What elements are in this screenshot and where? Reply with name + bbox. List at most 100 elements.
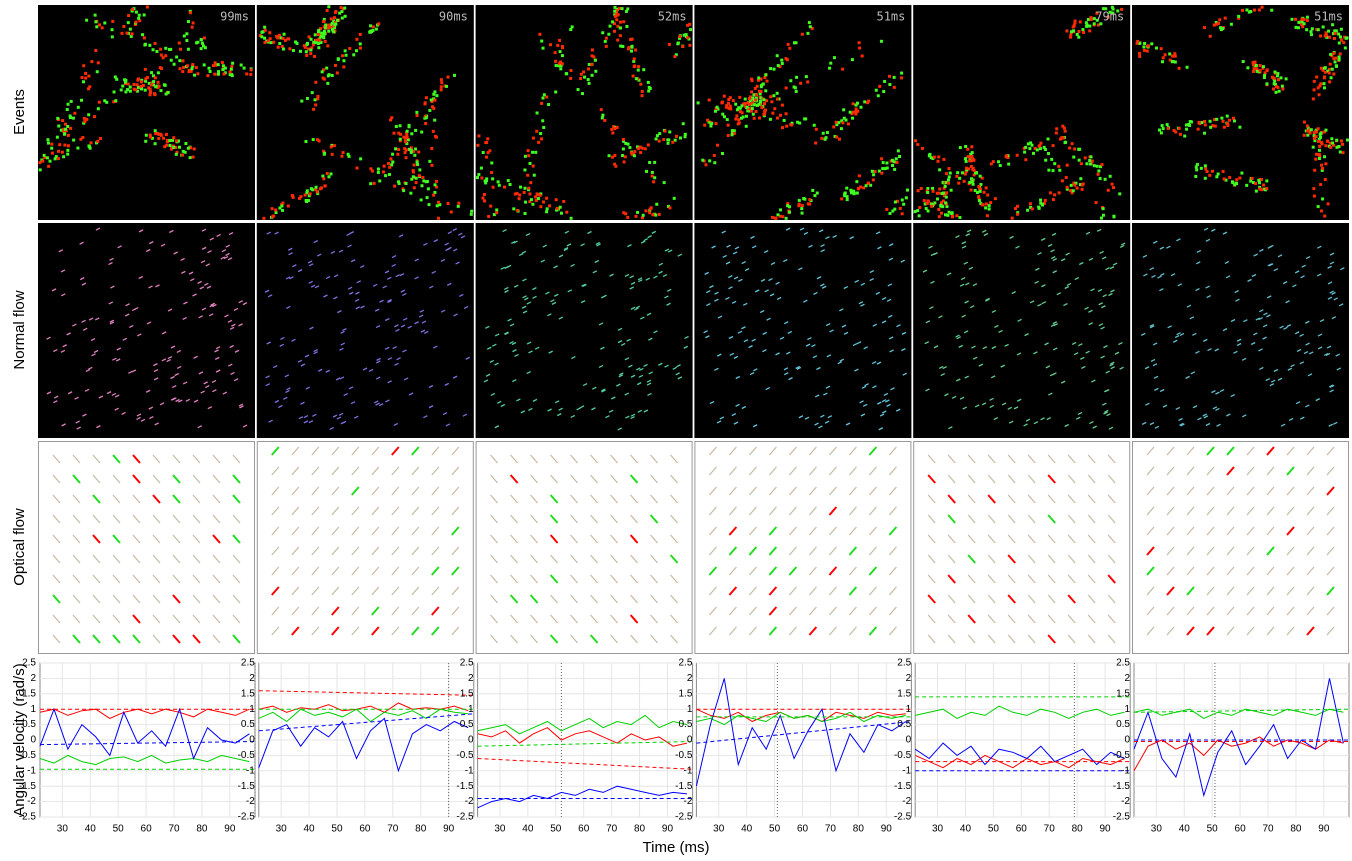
event-pixel bbox=[804, 117, 807, 120]
event-pixel bbox=[808, 198, 811, 201]
event-pixel bbox=[1297, 21, 1300, 24]
event-pixel bbox=[141, 33, 144, 36]
event-pixel bbox=[814, 142, 817, 145]
event-pixel bbox=[771, 112, 774, 115]
event-pixel bbox=[958, 216, 961, 219]
event-pixel bbox=[979, 175, 982, 178]
event-pixel bbox=[937, 160, 940, 163]
event-pixel bbox=[858, 41, 861, 44]
event-pixel bbox=[114, 99, 117, 102]
event-pixel bbox=[600, 108, 603, 111]
event-pixel bbox=[714, 110, 717, 113]
event-pixel bbox=[359, 33, 362, 36]
event-pixel bbox=[1089, 163, 1092, 166]
event-pixel bbox=[457, 202, 460, 205]
event-pixel bbox=[278, 34, 281, 37]
event-pixel bbox=[409, 192, 412, 195]
event-pixel bbox=[785, 125, 788, 128]
event-pixel bbox=[764, 89, 767, 92]
event-pixel bbox=[457, 205, 460, 208]
event-pixel bbox=[1317, 140, 1320, 143]
event-pixel bbox=[968, 181, 971, 184]
event-pixel bbox=[617, 13, 620, 16]
event-pixel bbox=[399, 138, 402, 141]
event-pixel bbox=[126, 88, 129, 91]
event-pixel bbox=[94, 49, 97, 52]
event-pixel bbox=[163, 83, 166, 86]
x-tick-label: 40 bbox=[960, 824, 972, 835]
event-pixel bbox=[1088, 25, 1091, 28]
event-pixel bbox=[1303, 134, 1306, 137]
event-pixel bbox=[760, 90, 763, 93]
event-pixel bbox=[587, 78, 590, 81]
event-pixel bbox=[404, 139, 407, 142]
event-pixel bbox=[304, 194, 307, 197]
event-pixel bbox=[305, 199, 308, 202]
event-pixel bbox=[948, 175, 951, 178]
event-pixel bbox=[1306, 19, 1309, 22]
event-pixel bbox=[594, 70, 597, 73]
x-tick-label: 90 bbox=[224, 824, 236, 835]
event-pixel bbox=[348, 47, 351, 50]
event-pixel bbox=[327, 30, 330, 33]
event-pixel bbox=[1195, 165, 1198, 168]
event-pixel bbox=[1032, 152, 1035, 155]
event-pixel bbox=[1150, 42, 1153, 45]
event-pixel bbox=[1346, 139, 1349, 142]
event-pixel bbox=[613, 154, 616, 157]
event-pixel bbox=[801, 204, 804, 207]
optical-flow-panel bbox=[476, 442, 692, 654]
y-tick-label: 0 bbox=[687, 735, 693, 746]
event-pixel bbox=[433, 191, 436, 194]
event-pixel bbox=[477, 134, 480, 137]
event-pixel bbox=[1055, 131, 1058, 134]
x-tick-label: 60 bbox=[359, 824, 371, 835]
event-pixel bbox=[937, 155, 940, 158]
event-pixel bbox=[392, 132, 395, 135]
event-pixel bbox=[305, 50, 308, 53]
event-pixel bbox=[103, 99, 106, 102]
event-pixel bbox=[601, 31, 604, 34]
event-pixel bbox=[757, 76, 760, 79]
event-pixel bbox=[524, 201, 527, 204]
event-pixel bbox=[1066, 164, 1069, 167]
event-pixel bbox=[515, 192, 518, 195]
event-pixel bbox=[1311, 27, 1314, 30]
event-pixel bbox=[295, 42, 298, 45]
event-pixel bbox=[1318, 154, 1321, 157]
event-pixel bbox=[1214, 125, 1217, 128]
event-pixel bbox=[591, 48, 594, 51]
event-pixel bbox=[396, 153, 399, 156]
event-pixel bbox=[483, 193, 486, 196]
event-pixel bbox=[636, 211, 639, 214]
event-pixel bbox=[769, 118, 772, 121]
event-pixel bbox=[963, 180, 966, 183]
event-pixel bbox=[1073, 184, 1076, 187]
event-pixel bbox=[651, 171, 654, 174]
event-pixel bbox=[390, 116, 393, 119]
event-pixel bbox=[1079, 177, 1082, 180]
event-pixel bbox=[530, 198, 533, 201]
event-pixel bbox=[263, 37, 266, 40]
event-pixel bbox=[721, 152, 724, 155]
event-pixel bbox=[663, 181, 666, 184]
event-pixel bbox=[815, 128, 818, 131]
event-pixel bbox=[1278, 90, 1281, 93]
event-pixel bbox=[193, 147, 196, 150]
event-pixel bbox=[851, 58, 854, 61]
event-pixel bbox=[72, 117, 75, 120]
event-pixel bbox=[926, 191, 929, 194]
event-pixel bbox=[1096, 165, 1099, 168]
event-pixel bbox=[184, 142, 187, 145]
x-tick-label: 90 bbox=[881, 824, 893, 835]
event-pixel bbox=[921, 147, 924, 150]
event-pixel bbox=[433, 119, 436, 122]
event-pixel bbox=[1179, 133, 1182, 136]
row-label: Normal flow bbox=[11, 290, 28, 369]
x-tick-label: 60 bbox=[141, 824, 153, 835]
event-pixel bbox=[970, 155, 973, 158]
event-pixel bbox=[531, 151, 534, 154]
event-pixel bbox=[1324, 71, 1327, 74]
event-pixel bbox=[145, 134, 148, 137]
event-pixel bbox=[658, 213, 661, 216]
